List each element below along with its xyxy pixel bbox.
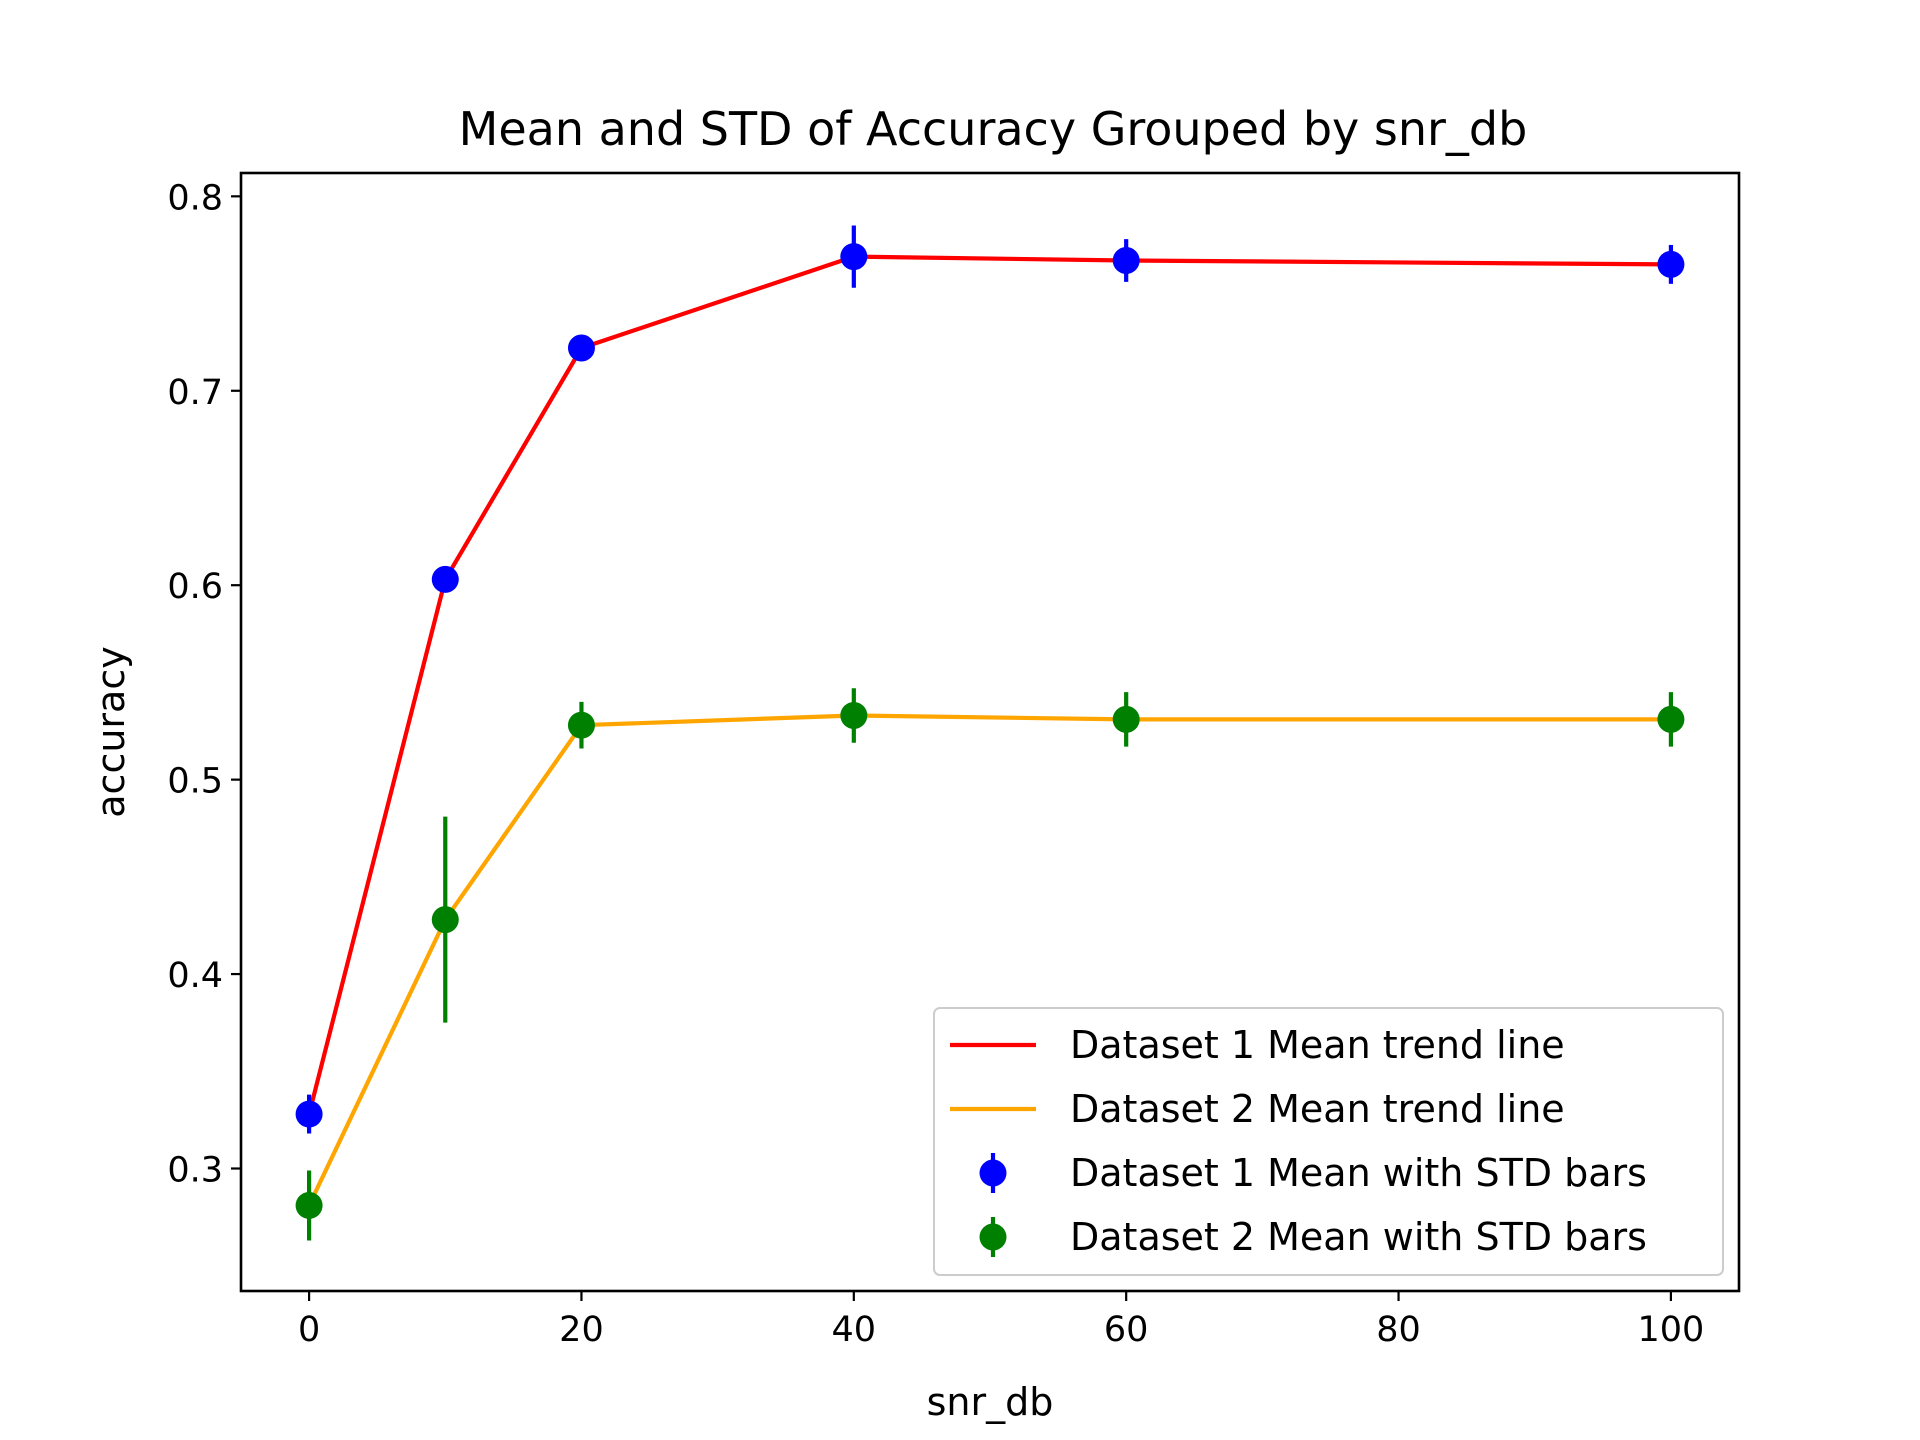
x-tick-label: 100 [1638,1310,1705,1350]
x-tick-label: 0 [298,1310,320,1350]
legend: Dataset 1 Mean trend line Dataset 2 Mean … [933,1007,1724,1276]
y-tick-label: 0.3 [167,1151,223,1191]
legend-label: Dataset 2 Mean trend line [1070,1087,1565,1131]
legend-box [933,1007,1724,1276]
legend-label: Dataset 1 Mean trend line [1070,1023,1565,1067]
legend-marker-swatch [979,1159,1007,1187]
axes-frame [239,171,1741,1293]
series-line-2 [307,713,1671,1207]
data-point [431,565,459,593]
y-axis-label: accuracy [89,646,133,817]
data-point [840,701,868,729]
x-tick-label: 20 [559,1310,604,1350]
data-point [431,906,459,934]
data-point [567,334,595,362]
chart-title: Mean and STD of Accuracy Grouped by snr_… [459,102,1528,156]
legend-label: Dataset 2 Mean with STD bars [1070,1215,1647,1259]
y-tick-label: 0.4 [167,956,223,996]
x-tick-label: 40 [832,1310,877,1350]
data-point [840,243,868,271]
y-tick-label: 0.6 [167,567,223,607]
data-point [1657,250,1685,278]
y-tick-label: 0.7 [167,373,223,413]
data-point [567,711,595,739]
data-point [295,1100,323,1128]
plot-area [295,225,1685,1241]
series-line-1 [307,254,1671,1115]
legend-marker-swatch [979,1223,1007,1251]
legend-label: Dataset 1 Mean with STD bars [1070,1151,1647,1195]
x-tick-label: 80 [1376,1310,1421,1350]
data-point [1112,705,1140,733]
data-point [1112,246,1140,274]
data-point [295,1191,323,1219]
x-tick-label: 60 [1104,1310,1149,1350]
y-tick-label: 0.5 [167,762,223,802]
data-point [1657,705,1685,733]
x-axis-label: snr_db [927,1380,1054,1424]
axes: 0 20 40 60 80 100 0.3 0.4 0.5 0.6 0.7 0.8 [167,178,1704,1350]
y-tick-label: 0.8 [167,178,223,218]
